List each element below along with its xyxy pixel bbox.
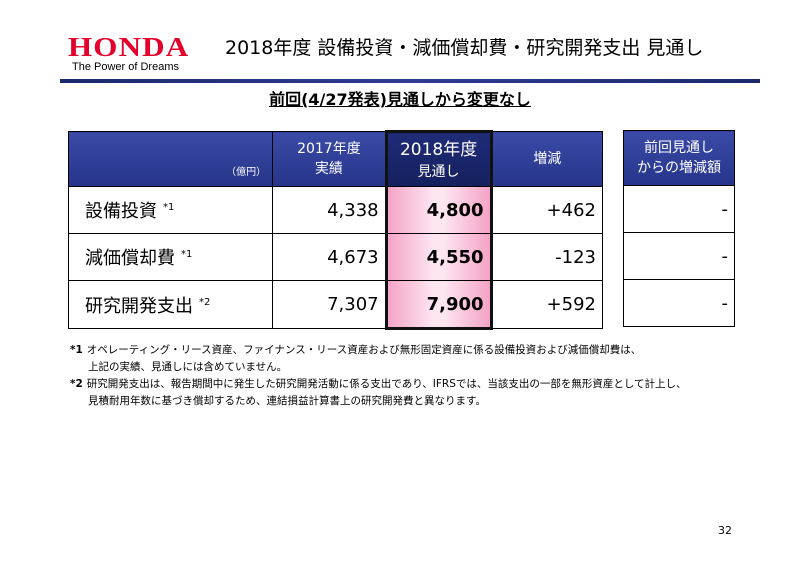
footnote-line: *1 オペレーティング・リース資産、ファイナンス・リース資産および無形固定資産に係… — [70, 342, 687, 359]
side-row: - — [623, 279, 735, 327]
side-row: - — [623, 232, 735, 280]
row-label-cell: 減価償却費 *1 — [67, 233, 274, 281]
cell: 4,673 — [272, 233, 387, 281]
cell: 4,550 — [384, 233, 493, 281]
col-header: 増減 — [490, 131, 604, 187]
col-header-line: 実績 — [314, 161, 343, 177]
side-body: --- — [623, 185, 735, 327]
row-label: 研究開発支出 — [85, 295, 193, 317]
cell: 7,900 — [384, 280, 493, 330]
footnote-text: 上記の実績、見通しには含めていません。 — [88, 361, 288, 373]
col-header-line: 2017年度 — [297, 141, 361, 157]
cell: +592 — [490, 280, 604, 329]
row-note: *2 — [199, 296, 211, 308]
footnote-text: 見積耐用年数に基づき償却するため、連結損益計算書上の研究開発費と異なります。 — [88, 395, 486, 407]
unit: （億円） — [67, 131, 274, 187]
footnote-line: *2 研究開発支出は、報告期間中に発生した研究開発活動に係る支出であり、IFRSで… — [70, 376, 687, 393]
side-header-line: 前回見通し — [644, 140, 714, 156]
title: 2018年度 設備投資・減価償却費・研究開発支出 見通し — [225, 37, 704, 59]
cell: +462 — [490, 186, 604, 234]
col-header: 2017年度 実績 — [272, 131, 387, 187]
side-header: 前回見通しからの増減額 — [623, 130, 735, 186]
row: 減価償却費 *1 4,673 4,550 -123 — [67, 233, 604, 281]
row-label-cell: 設備投資 *1 — [67, 186, 274, 234]
header-rule — [60, 79, 760, 83]
cell: -123 — [490, 233, 604, 281]
subtitle-box: 前回(4/27発表)見通しから変更なし — [0, 86, 800, 110]
row: 研究開発支出 *2 7,307 7,900 +592 — [67, 280, 604, 330]
cell: 7,307 — [272, 280, 387, 329]
main-table: （億円） 2017年度 実績 2018年度見通し 増減 設備投資 *1 4,338 4,… — [67, 130, 604, 330]
row-label: 設備投資 — [85, 201, 157, 222]
side-cell: - — [623, 185, 735, 233]
page-number: 32 — [718, 524, 732, 537]
side-row: - — [623, 185, 735, 233]
footnote-text: 研究開発支出は、報告期間中に発生した研究開発活動に係る支出であり、IFRSでは、… — [86, 378, 687, 390]
side-cell: - — [623, 232, 735, 280]
cell: 4,800 — [384, 186, 493, 234]
col-header-line: 増減 — [533, 151, 562, 167]
tagline: The Power of Dreams — [72, 61, 179, 73]
footnotes: *1 オペレーティング・リース資産、ファイナンス・リース資産および無形固定資産に係… — [70, 342, 687, 410]
footnote-marker: *2 — [70, 378, 83, 390]
footnote-line: 見積耐用年数に基づき償却するため、連結損益計算書上の研究開発費と異なります。 — [70, 393, 687, 410]
row-label: 減価償却費 — [85, 248, 175, 269]
cell: 4,338 — [272, 186, 387, 234]
footnote-marker: *1 — [70, 344, 83, 356]
table-body: 設備投資 *1 4,338 4,800 +462 減価償却費 *1 4,673 4,550 -12… — [67, 186, 604, 330]
footnote-line: 上記の実績、見通しには含めていません。 — [70, 359, 687, 376]
side-cell: - — [623, 279, 735, 327]
logo: HONDA — [68, 32, 190, 62]
col-header: 2018年度見通し — [384, 130, 493, 187]
row-note: *1 — [163, 202, 175, 213]
col-header-line: 2018年度 — [399, 139, 478, 160]
side-table: 前回見通し からの増減額 --- — [623, 130, 735, 327]
row-label-cell: 研究開発支出 *2 — [67, 280, 274, 329]
row-note: *1 — [181, 249, 193, 260]
subtitle: 前回(4/27発表)見通しから変更なし — [269, 90, 531, 109]
footnote-text: オペレーティング・リース資産、ファイナンス・リース資産および無形固定資産に係る設… — [86, 344, 642, 356]
row: 設備投資 *1 4,338 4,800 +462 — [67, 186, 604, 234]
col-header-line: 見通し — [417, 163, 460, 180]
header-row: （億円） 2017年度 実績 2018年度見通し 増減 — [67, 130, 604, 187]
side-header-line: からの増減額 — [637, 160, 721, 176]
